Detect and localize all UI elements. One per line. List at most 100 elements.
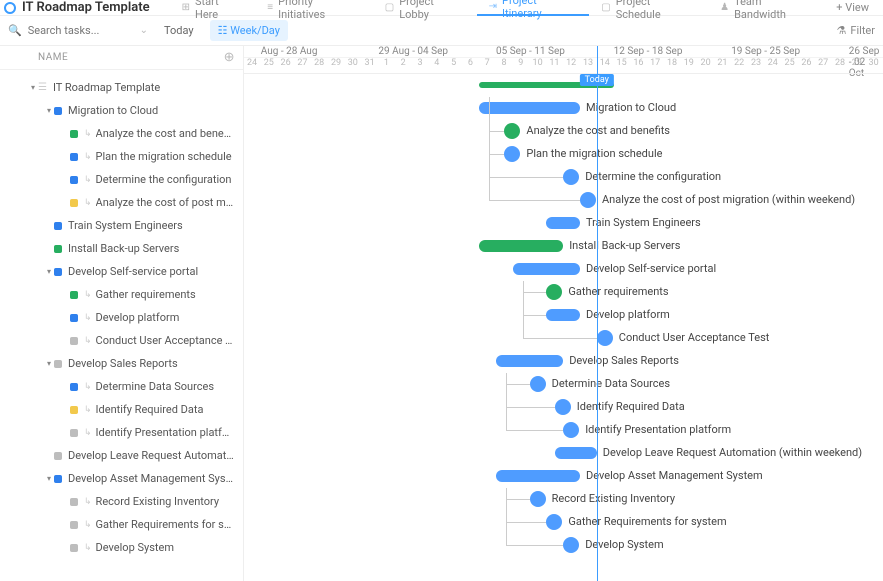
task-row[interactable]: ↳ Identify Required Data — [0, 398, 243, 421]
add-task-button[interactable]: ⊕ — [224, 50, 235, 65]
task-row[interactable]: Develop Leave Request Automation — [0, 444, 243, 467]
gantt-bar[interactable] — [546, 217, 580, 229]
gantt-bar-label: Analyze the cost of post migration (with… — [602, 193, 855, 206]
status-color — [54, 268, 62, 276]
task-label: Migration to Cloud — [68, 104, 158, 117]
today-badge: Today — [580, 74, 614, 86]
task-label: Gather requirements — [96, 288, 196, 301]
gantt-row[interactable]: Identify Required Data — [244, 396, 883, 419]
day-label: 10 — [530, 58, 546, 68]
caret-icon[interactable]: ▾ — [44, 359, 54, 368]
calendar-icon: ☷ — [218, 24, 231, 37]
gantt-milestone[interactable] — [563, 422, 579, 438]
gantt-row[interactable]: Determine Data Sources — [244, 373, 883, 396]
task-row[interactable]: ↳Develop System — [0, 536, 243, 559]
gantt-row[interactable]: Identify Presentation platform — [244, 419, 883, 442]
subtask-icon: ↳ — [84, 152, 92, 162]
search-input[interactable] — [28, 24, 118, 37]
tab-priority-initiatives[interactable]: ≡Priority Initiatives — [255, 0, 372, 16]
task-row[interactable]: ▾Develop Sales Reports — [0, 352, 243, 375]
caret-icon[interactable]: ▾ — [44, 474, 54, 483]
tab-project-lobby[interactable]: ▢Project Lobby — [373, 0, 477, 16]
day-label: 4 — [429, 58, 445, 68]
status-color — [70, 314, 78, 322]
subtask-icon: ↳ — [84, 175, 92, 185]
caret-icon[interactable]: ▾ — [44, 267, 54, 276]
gantt-row[interactable]: Train System Engineers — [244, 212, 883, 235]
gantt-row[interactable]: Develop Leave Request Automation (within… — [244, 442, 883, 465]
chevron-down-icon[interactable]: ⌄ — [140, 25, 148, 36]
task-row[interactable]: ▾☰IT Roadmap Template — [0, 76, 243, 99]
task-row[interactable]: Install Back-up Servers — [0, 237, 243, 260]
task-row[interactable]: ▾Develop Asset Management System — [0, 467, 243, 490]
add-view-button[interactable]: + View — [826, 1, 879, 14]
task-label: IT Roadmap Template — [53, 81, 160, 94]
gantt-bar-label: Record Existing Inventory — [552, 492, 676, 505]
status-color — [54, 245, 62, 253]
task-row[interactable]: ↳Determine the configuration — [0, 168, 243, 191]
task-row[interactable]: ▾ Migration to Cloud — [0, 99, 243, 122]
day-label: 3 — [412, 58, 428, 68]
gantt-milestone[interactable] — [563, 537, 579, 553]
gantt-milestone[interactable] — [597, 330, 613, 346]
gantt-bar[interactable] — [496, 470, 580, 482]
gantt-row[interactable]: Install Back-up Servers — [244, 235, 883, 258]
gantt-row[interactable]: Gather Requirements for system — [244, 511, 883, 534]
tab-project-schedule[interactable]: ▢Project Schedule — [589, 0, 708, 16]
task-row[interactable]: ↳Plan the migration schedule — [0, 145, 243, 168]
gantt-row[interactable]: Develop Self-service portal — [244, 258, 883, 281]
gantt-bar-label: Gather Requirements for system — [568, 515, 726, 528]
gantt-row[interactable]: Develop System — [244, 534, 883, 557]
caret-icon[interactable]: ▾ — [44, 106, 54, 115]
gantt-bar[interactable] — [513, 263, 580, 275]
status-color — [54, 360, 62, 368]
task-row[interactable]: ↳Determine Data Sources — [0, 375, 243, 398]
subtask-icon: ↳ — [84, 405, 92, 415]
gantt-milestone[interactable] — [580, 192, 596, 208]
task-row[interactable]: ↳Analyze the cost and benefits — [0, 122, 243, 145]
status-color — [70, 176, 78, 184]
tab-start-here[interactable]: ⊞Start Here — [170, 0, 256, 16]
task-row[interactable]: ▾Develop Self-service portal — [0, 260, 243, 283]
day-label: 29 — [849, 58, 865, 68]
tab-project-itinerary[interactable]: ⇥Project Itinerary — [477, 0, 590, 16]
task-row[interactable]: ↳Gather Requirements for syst... — [0, 513, 243, 536]
tab-team-bandwidth[interactable]: ♟Team Bandwidth — [708, 0, 826, 16]
day-label: 11 — [546, 58, 562, 68]
task-row[interactable]: Train System Engineers — [0, 214, 243, 237]
task-row[interactable]: ↳Record Existing Inventory — [0, 490, 243, 513]
project-title: IT Roadmap Template — [22, 0, 150, 15]
task-sidebar: NAME ⊕ ▾☰IT Roadmap Template▾Migration t… — [0, 46, 244, 581]
main: NAME ⊕ ▾☰IT Roadmap Template▾Migration t… — [0, 46, 883, 581]
gantt-row[interactable]: Record Existing Inventory — [244, 488, 883, 511]
caret-icon[interactable]: ▾ — [28, 83, 38, 92]
filter-button[interactable]: ⚗ Filter — [837, 24, 875, 37]
search-box[interactable]: 🔍 ⌄ — [8, 24, 148, 37]
task-label: Identify Required Data — [96, 403, 204, 416]
gantt-bar-label: Determine the configuration — [585, 170, 721, 183]
status-color — [70, 521, 78, 529]
day-label: 8 — [496, 58, 512, 68]
gantt-bar[interactable] — [555, 447, 597, 459]
granularity-button[interactable]: ☷ Week/Day — [210, 20, 288, 41]
day-label: 31 — [362, 58, 378, 68]
task-row[interactable]: ↳Conduct User Acceptance Test — [0, 329, 243, 352]
task-row[interactable]: ↳Develop platform — [0, 306, 243, 329]
gantt-row[interactable]: Develop Sales Reports — [244, 350, 883, 373]
gantt-chart[interactable]: Aug - 28 Aug29 Aug - 04 Sep05 Sep - 11 S… — [244, 46, 883, 581]
gantt-bar[interactable] — [496, 355, 563, 367]
day-label: 23 — [748, 58, 764, 68]
task-row[interactable]: ↳Identify Presentation platform — [0, 421, 243, 444]
task-row[interactable]: ↳Gather requirements — [0, 283, 243, 306]
status-color — [70, 337, 78, 345]
subtask-icon: ↳ — [84, 382, 92, 392]
tab-icon: ♟ — [720, 2, 729, 13]
task-row[interactable]: ↳Analyze the cost of post mig... — [0, 191, 243, 214]
day-label: 30 — [866, 58, 882, 68]
today-button[interactable]: Today — [156, 20, 202, 41]
gantt-row[interactable] — [244, 74, 883, 97]
day-label: 29 — [328, 58, 344, 68]
tab-icon: ≡ — [267, 2, 273, 13]
gantt-bar[interactable] — [479, 240, 563, 252]
gantt-row[interactable]: Develop Asset Management System — [244, 465, 883, 488]
